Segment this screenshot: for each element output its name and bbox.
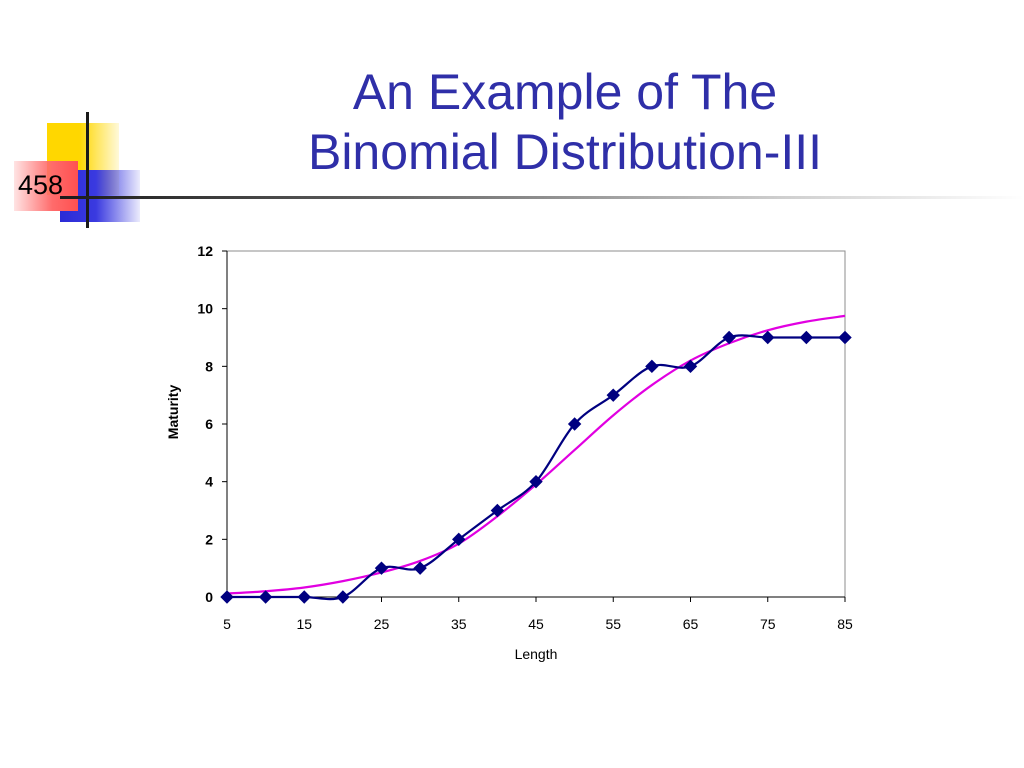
plot-area <box>226 250 846 598</box>
data-point-marker <box>606 388 620 402</box>
x-tick-label: 25 <box>374 616 390 632</box>
data-point-marker <box>220 590 234 604</box>
x-axis-title: Length <box>515 646 558 662</box>
data-point-marker <box>799 330 814 345</box>
title-underline <box>60 196 1024 199</box>
x-tick-label: 35 <box>451 616 467 632</box>
data-point-marker <box>683 359 698 374</box>
slide-title: An Example of The Binomial Distribution-… <box>230 62 900 182</box>
x-tick-label: 55 <box>605 616 621 632</box>
data-point-marker <box>413 561 427 575</box>
x-tick-label: 5 <box>223 616 231 632</box>
slide-number: 458 <box>18 170 64 200</box>
data-point-marker <box>452 532 466 547</box>
y-tick-label: 10 <box>197 301 213 317</box>
data-point-marker <box>567 417 582 431</box>
y-tick-label: 4 <box>205 474 213 490</box>
y-tick-label: 2 <box>205 531 213 547</box>
data-point-marker <box>336 590 350 604</box>
y-tick-label: 12 <box>197 243 213 259</box>
slide-title-line-2: Binomial Distribution-III <box>307 124 823 180</box>
x-tick-label: 15 <box>296 616 312 632</box>
observed-series <box>220 330 852 604</box>
x-tick-label: 75 <box>760 616 776 632</box>
data-point-marker <box>722 330 736 345</box>
y-axis-title: Maturity <box>165 385 181 440</box>
y-tick-label: 0 <box>205 589 213 605</box>
data-point-marker <box>645 359 659 374</box>
data-point-marker <box>297 590 311 604</box>
decorative-red-square <box>14 161 78 211</box>
y-tick-label: 6 <box>205 416 213 432</box>
x-tick-label: 85 <box>837 616 853 632</box>
x-tick-label: 65 <box>683 616 699 632</box>
data-point-marker <box>838 330 852 345</box>
series-layer <box>220 314 852 604</box>
data-point-marker <box>529 474 543 489</box>
axes: 0 2 4 6 8 10 12 5 15 25 35 45 55 65 75 85 <box>197 243 853 632</box>
slide-title-line-1: An Example of The <box>352 64 778 120</box>
x-tick-label: 45 <box>528 616 544 632</box>
decorative-vertical-line <box>86 112 89 228</box>
data-point-marker <box>761 330 775 345</box>
y-tick-label: 8 <box>205 358 213 374</box>
data-point-marker <box>258 590 273 604</box>
data-point-marker <box>490 503 505 518</box>
data-point-marker <box>374 561 389 575</box>
